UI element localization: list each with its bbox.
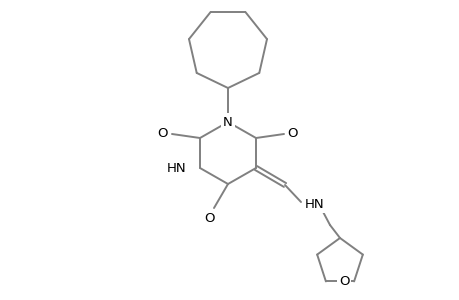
- Text: O: O: [157, 127, 168, 140]
- Text: N: N: [223, 116, 232, 128]
- Text: O: O: [204, 212, 215, 224]
- Text: HN: HN: [304, 199, 324, 212]
- Text: HN: HN: [166, 161, 185, 175]
- Text: O: O: [338, 275, 348, 288]
- Text: O: O: [287, 127, 297, 140]
